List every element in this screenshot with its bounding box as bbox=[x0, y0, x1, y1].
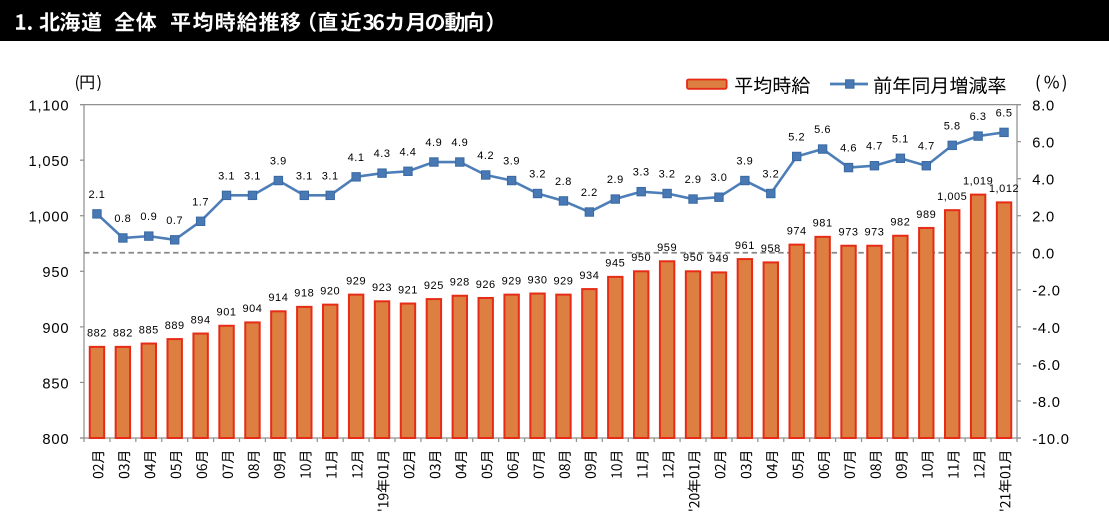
svg-text:914: 914 bbox=[268, 292, 288, 304]
svg-text:1,100: 1,100 bbox=[29, 99, 70, 115]
svg-text:921: 921 bbox=[398, 284, 418, 296]
svg-text:930: 930 bbox=[528, 274, 548, 286]
svg-text:4.9: 4.9 bbox=[425, 137, 442, 149]
svg-text:5.2: 5.2 bbox=[788, 131, 805, 143]
svg-text:945: 945 bbox=[605, 258, 625, 270]
svg-text:973: 973 bbox=[839, 227, 859, 239]
svg-text:882: 882 bbox=[113, 328, 133, 340]
svg-text:2.0: 2.0 bbox=[1032, 210, 1055, 226]
svg-text:3.2: 3.2 bbox=[529, 169, 546, 181]
svg-text:3.9: 3.9 bbox=[270, 156, 287, 168]
svg-text:4.2: 4.2 bbox=[477, 150, 494, 162]
svg-text:6.5: 6.5 bbox=[996, 107, 1013, 119]
svg-text:5.1: 5.1 bbox=[892, 133, 909, 145]
svg-text:3.0: 3.0 bbox=[710, 172, 727, 184]
svg-text:4.1: 4.1 bbox=[348, 152, 365, 164]
svg-text:1,000: 1,000 bbox=[29, 210, 70, 226]
svg-text:934: 934 bbox=[579, 270, 599, 282]
svg-text:6.0: 6.0 bbox=[1032, 136, 1055, 152]
svg-text:925: 925 bbox=[424, 280, 444, 292]
svg-text:1,005: 1,005 bbox=[937, 191, 967, 203]
svg-text:974: 974 bbox=[787, 225, 807, 237]
svg-text:5.8: 5.8 bbox=[944, 120, 961, 132]
svg-text:4.3: 4.3 bbox=[374, 148, 391, 160]
svg-text:1,012: 1,012 bbox=[989, 183, 1019, 195]
svg-text:3.2: 3.2 bbox=[659, 169, 676, 181]
svg-text:1,019: 1,019 bbox=[963, 175, 993, 187]
svg-text:894: 894 bbox=[191, 314, 211, 326]
svg-text:950: 950 bbox=[683, 252, 703, 264]
svg-text:-4.0: -4.0 bbox=[1032, 321, 1061, 337]
svg-text:2.1: 2.1 bbox=[88, 189, 105, 201]
svg-text:4.9: 4.9 bbox=[451, 137, 468, 149]
svg-text:0.9: 0.9 bbox=[140, 211, 157, 223]
svg-text:3.9: 3.9 bbox=[503, 156, 520, 168]
svg-text:2.2: 2.2 bbox=[581, 187, 598, 199]
svg-text:961: 961 bbox=[735, 240, 755, 252]
svg-text:900: 900 bbox=[42, 321, 69, 337]
svg-text:-6.0: -6.0 bbox=[1032, 358, 1061, 374]
svg-text:918: 918 bbox=[294, 288, 314, 300]
svg-text:5.6: 5.6 bbox=[814, 124, 831, 136]
svg-text:959: 959 bbox=[657, 242, 677, 254]
svg-text:901: 901 bbox=[217, 307, 237, 319]
svg-text:4.4: 4.4 bbox=[399, 146, 416, 158]
svg-text:904: 904 bbox=[242, 303, 262, 315]
svg-text:0.7: 0.7 bbox=[166, 215, 183, 227]
svg-text:800: 800 bbox=[42, 432, 69, 448]
svg-text:3.1: 3.1 bbox=[244, 170, 261, 182]
svg-text:4.7: 4.7 bbox=[918, 141, 935, 153]
svg-text:1,050: 1,050 bbox=[29, 154, 70, 170]
svg-text:-8.0: -8.0 bbox=[1032, 395, 1061, 411]
svg-text:928: 928 bbox=[450, 277, 470, 289]
svg-text:1.7: 1.7 bbox=[192, 196, 209, 208]
svg-text:949: 949 bbox=[709, 253, 729, 265]
svg-text:3.1: 3.1 bbox=[322, 170, 339, 182]
svg-text:3.2: 3.2 bbox=[762, 169, 779, 181]
svg-text:2.9: 2.9 bbox=[607, 174, 624, 186]
svg-text:889: 889 bbox=[165, 320, 185, 332]
svg-text:4.0: 4.0 bbox=[1032, 173, 1055, 189]
svg-text:920: 920 bbox=[320, 285, 340, 297]
svg-text:929: 929 bbox=[502, 275, 522, 287]
svg-text:0.8: 0.8 bbox=[114, 213, 131, 225]
svg-text:950: 950 bbox=[631, 252, 651, 264]
svg-text:929: 929 bbox=[553, 275, 573, 287]
svg-text:850: 850 bbox=[42, 376, 69, 392]
svg-text:3.9: 3.9 bbox=[736, 156, 753, 168]
svg-text:6.3: 6.3 bbox=[970, 111, 987, 123]
svg-text:926: 926 bbox=[476, 279, 496, 291]
svg-text:973: 973 bbox=[864, 227, 884, 239]
svg-text:-2.0: -2.0 bbox=[1032, 284, 1061, 300]
svg-text:2.8: 2.8 bbox=[555, 176, 572, 188]
svg-text:2.9: 2.9 bbox=[685, 174, 702, 186]
svg-text:923: 923 bbox=[372, 282, 392, 294]
svg-text:882: 882 bbox=[87, 328, 107, 340]
svg-text:989: 989 bbox=[916, 209, 936, 221]
svg-text:0.0: 0.0 bbox=[1032, 247, 1055, 263]
svg-text:981: 981 bbox=[813, 218, 833, 230]
svg-text:885: 885 bbox=[139, 324, 159, 336]
svg-text:3.3: 3.3 bbox=[633, 167, 650, 179]
svg-text:982: 982 bbox=[890, 217, 910, 229]
svg-text:8.0: 8.0 bbox=[1032, 99, 1055, 115]
svg-text:950: 950 bbox=[42, 265, 69, 281]
svg-text:929: 929 bbox=[346, 275, 366, 287]
svg-text:3.1: 3.1 bbox=[218, 170, 235, 182]
svg-text:3.1: 3.1 bbox=[296, 170, 313, 182]
svg-text:4.7: 4.7 bbox=[866, 141, 883, 153]
svg-text:-10.0: -10.0 bbox=[1032, 432, 1069, 448]
svg-text:4.6: 4.6 bbox=[840, 143, 857, 155]
